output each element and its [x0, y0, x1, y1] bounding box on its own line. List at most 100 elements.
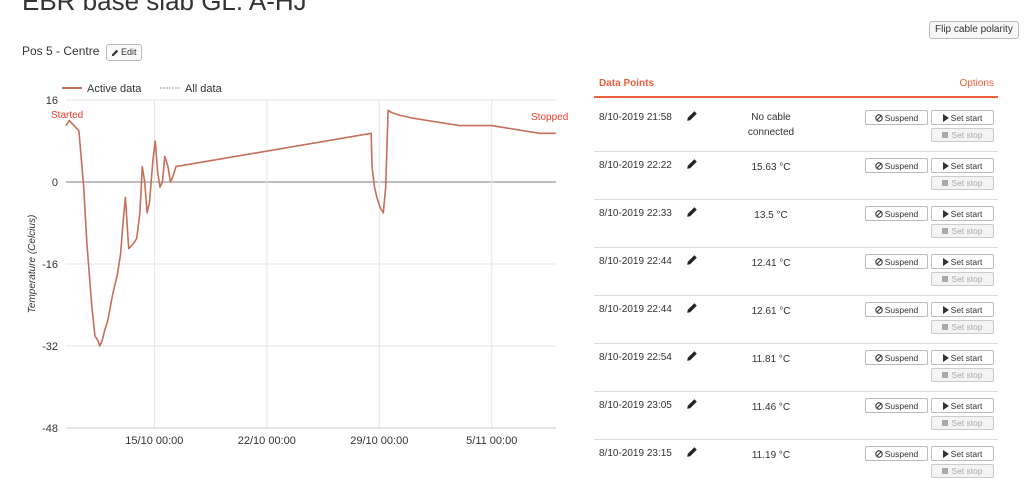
set-start-label: Set start: [950, 160, 983, 171]
suspend-button[interactable]: Suspend: [865, 158, 928, 173]
data-point-row: 8/10-2019 22:44 12.61 °C Suspend Set start S…: [594, 296, 998, 344]
data-point-row: 8/10-2019 22:44 12.41 °C Suspend Set start S…: [594, 248, 998, 296]
set-start-button[interactable]: Set start: [931, 398, 994, 413]
set-stop-label: Set stop: [951, 130, 983, 140]
set-start-label: Set start: [950, 208, 983, 219]
y-tick-label: 0: [52, 177, 58, 189]
data-point-row: 8/10-2019 23:15 11.19 °C Suspend Set start S…: [594, 440, 998, 487]
pencil-icon[interactable]: [686, 206, 698, 218]
set-stop-button[interactable]: Set stop: [931, 176, 994, 190]
suspend-button[interactable]: Suspend: [865, 206, 928, 221]
suspend-button[interactable]: Suspend: [865, 110, 928, 125]
data-point-value: 12.41 °C: [751, 258, 791, 269]
set-stop-button[interactable]: Set stop: [931, 272, 994, 286]
suspend-button[interactable]: Suspend: [865, 398, 928, 413]
data-point-date: 8/10-2019 22:44: [599, 256, 672, 267]
set-stop-button[interactable]: Set stop: [931, 464, 994, 478]
pencil-icon: [111, 49, 119, 56]
data-point-value: No cable connected: [747, 112, 795, 138]
y-tick-label: -16: [42, 259, 58, 271]
set-start-button[interactable]: Set start: [931, 254, 994, 269]
stop-icon: [942, 324, 949, 330]
legend-active-label[interactable]: Active data: [87, 83, 142, 95]
set-start-label: Set start: [950, 112, 983, 123]
data-points-list: 8/10-2019 21:58 No cable connected Suspend…: [594, 104, 998, 487]
stop-icon: [942, 372, 949, 378]
data-points-header: Data Points Options: [594, 72, 998, 98]
set-start-button[interactable]: Set start: [931, 110, 994, 125]
set-stop-button[interactable]: Set stop: [931, 320, 994, 334]
x-tick-label: 22/10 00:00: [238, 435, 296, 447]
flip-cable-polarity-button[interactable]: Flip cable polarity: [929, 21, 1019, 39]
suspend-label: Suspend: [884, 112, 919, 123]
play-icon: [942, 257, 949, 266]
set-start-label: Set start: [950, 448, 983, 459]
pencil-icon[interactable]: [686, 350, 698, 362]
y-tick-label: -32: [42, 341, 58, 353]
play-icon: [942, 161, 949, 170]
play-icon: [942, 353, 949, 362]
suspend-button[interactable]: Suspend: [865, 254, 928, 269]
ban-icon: [874, 257, 883, 266]
chart-axes: 16 0 -16 -32 -48 15/10 00:00 22/10 00:00 29/10 …: [42, 95, 556, 447]
x-tick-label: 5/11 00:00: [466, 435, 517, 447]
set-start-button[interactable]: Set start: [931, 158, 994, 173]
set-start-button[interactable]: Set start: [931, 206, 994, 221]
pencil-icon[interactable]: [686, 110, 698, 122]
edit-label: Edit: [121, 47, 137, 57]
y-axis-label: Temperature (Celcius): [27, 215, 38, 314]
y-tick-label: -48: [42, 423, 58, 435]
play-icon: [942, 305, 949, 314]
edit-position-button[interactable]: Edit: [106, 44, 142, 61]
data-point-date: 8/10-2019 22:22: [599, 160, 672, 171]
set-start-button[interactable]: Set start: [931, 446, 994, 461]
set-stop-label: Set stop: [951, 274, 983, 284]
set-stop-button[interactable]: Set stop: [931, 368, 994, 382]
suspend-label: Suspend: [884, 448, 919, 459]
data-point-value: 15.63 °C: [751, 162, 791, 173]
pencil-icon[interactable]: [686, 446, 698, 458]
stop-icon: [942, 228, 949, 234]
active-data-line: [65, 109, 556, 347]
set-stop-button[interactable]: Set stop: [931, 224, 994, 238]
suspend-label: Suspend: [884, 400, 919, 411]
data-point-date: 8/10-2019 22:54: [599, 352, 672, 363]
suspend-label: Suspend: [884, 160, 919, 171]
play-icon: [942, 113, 949, 122]
data-point-date: 8/10-2019 22:44: [599, 304, 672, 315]
data-point-row: 8/10-2019 22:54 11.81 °C Suspend Set start S…: [594, 344, 998, 392]
data-point-date: 8/10-2019 23:05: [599, 400, 672, 411]
started-annotation: Started: [51, 110, 83, 121]
set-stop-button[interactable]: Set stop: [931, 128, 994, 142]
pencil-icon[interactable]: [686, 158, 698, 170]
suspend-label: Suspend: [884, 352, 919, 363]
options-link[interactable]: Options: [959, 78, 994, 89]
position-label: Pos 5 - Centre: [22, 44, 100, 58]
data-point-value: 13.5 °C: [754, 210, 788, 221]
data-point-row: 8/10-2019 22:33 13.5 °C Suspend Set start Se…: [594, 200, 998, 248]
suspend-label: Suspend: [884, 304, 919, 315]
set-stop-button[interactable]: Set stop: [931, 416, 994, 430]
set-start-label: Set start: [950, 304, 983, 315]
set-stop-label: Set stop: [951, 178, 983, 188]
set-start-button[interactable]: Set start: [931, 302, 994, 317]
data-point-row: 8/10-2019 22:22 15.63 °C Suspend Set start S…: [594, 152, 998, 200]
legend-all-label[interactable]: All data: [185, 83, 223, 95]
stopped-annotation: Stopped: [531, 112, 568, 123]
data-point-value: 11.81 °C: [751, 354, 791, 365]
set-stop-label: Set stop: [951, 370, 983, 380]
pencil-icon[interactable]: [686, 398, 698, 410]
pencil-icon[interactable]: [686, 302, 698, 314]
y-tick-label: 16: [46, 95, 58, 107]
play-icon: [942, 209, 949, 218]
ban-icon: [874, 161, 883, 170]
pencil-icon[interactable]: [686, 254, 698, 266]
chart-legend: Active data All data: [62, 83, 223, 95]
suspend-button[interactable]: Suspend: [865, 446, 928, 461]
data-point-row: 8/10-2019 23:05 11.46 °C Suspend Set start S…: [594, 392, 998, 440]
x-tick-label: 29/10 00:00: [350, 435, 408, 447]
suspend-button[interactable]: Suspend: [865, 302, 928, 317]
set-start-button[interactable]: Set start: [931, 350, 994, 365]
ban-icon: [874, 209, 883, 218]
suspend-button[interactable]: Suspend: [865, 350, 928, 365]
